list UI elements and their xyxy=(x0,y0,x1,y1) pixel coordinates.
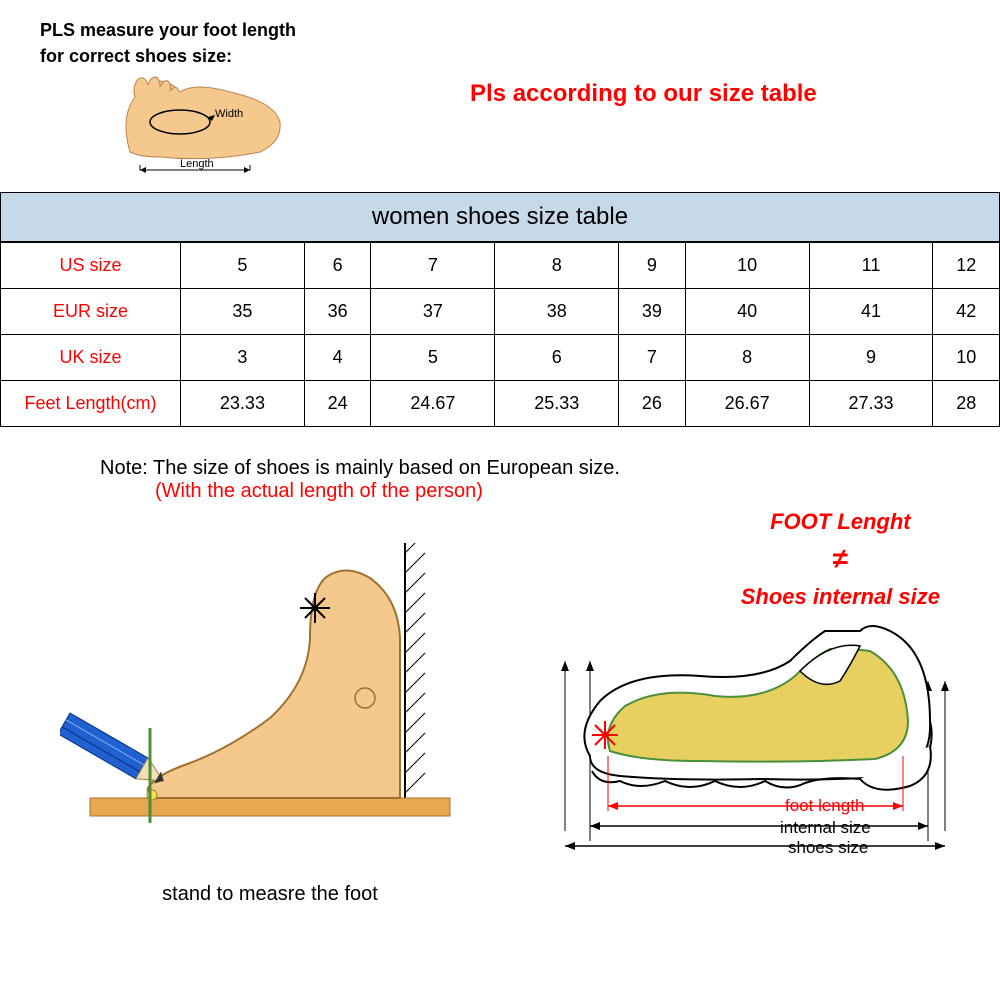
size-cell: 37 xyxy=(371,289,495,335)
table-title: women shoes size table xyxy=(0,192,1000,242)
size-cell: 26 xyxy=(619,381,686,427)
table-row: Feet Length(cm)23.332424.6725.332626.672… xyxy=(1,381,1000,427)
note-black: Note: The size of shoes is mainly based … xyxy=(100,457,620,479)
measure-text-1: PLS measure your foot length xyxy=(40,20,390,41)
length-label: Length xyxy=(180,158,214,170)
size-cell: 8 xyxy=(685,335,809,381)
size-cell: 6 xyxy=(495,335,619,381)
size-cell: 42 xyxy=(933,289,1000,335)
size-cell: 23.33 xyxy=(181,381,305,427)
size-cell: 10 xyxy=(933,335,1000,381)
foot-top-diagram: Width Length xyxy=(110,67,390,182)
row-label: US size xyxy=(1,243,181,289)
size-cell: 7 xyxy=(619,335,686,381)
foot-length-label: foot length xyxy=(785,796,864,815)
size-cell: 36 xyxy=(304,289,371,335)
neq-symbol: ≠ xyxy=(741,538,940,580)
size-cell: 5 xyxy=(181,243,305,289)
warning-text: Pls according to our size table xyxy=(470,80,817,108)
size-cell: 26.67 xyxy=(685,381,809,427)
table-row: EUR size3536373839404142 xyxy=(1,289,1000,335)
size-cell: 9 xyxy=(809,335,933,381)
shoes-size-label: shoes size xyxy=(788,838,868,857)
size-cell: 25.33 xyxy=(495,381,619,427)
measure-text-2: for correct shoes size: xyxy=(40,46,390,67)
shoe-diagram: foot length internal size shoes size xyxy=(530,581,970,906)
note-section: Note: The size of shoes is mainly based … xyxy=(0,427,1000,513)
stand-diagram: stand to measre the foot xyxy=(60,543,480,906)
stand-caption: stand to measre the foot xyxy=(60,883,480,906)
size-cell: 27.33 xyxy=(809,381,933,427)
size-cell: 41 xyxy=(809,289,933,335)
row-label: EUR size xyxy=(1,289,181,335)
size-cell: 35 xyxy=(181,289,305,335)
row-label: UK size xyxy=(1,335,181,381)
width-label: Width xyxy=(215,108,243,120)
internal-size-label: internal size xyxy=(780,818,871,837)
size-cell: 12 xyxy=(933,243,1000,289)
size-cell: 3 xyxy=(181,335,305,381)
size-cell: 5 xyxy=(371,335,495,381)
size-cell: 7 xyxy=(371,243,495,289)
size-cell: 9 xyxy=(619,243,686,289)
size-cell: 40 xyxy=(685,289,809,335)
size-cell: 10 xyxy=(685,243,809,289)
size-cell: 11 xyxy=(809,243,933,289)
measure-block: PLS measure your foot length for correct… xyxy=(40,20,390,182)
length-msg: FOOT Lenght ≠ Shoes internal size xyxy=(741,505,940,613)
size-cell: 8 xyxy=(495,243,619,289)
size-cell: 38 xyxy=(495,289,619,335)
size-cell: 28 xyxy=(933,381,1000,427)
size-cell: 24.67 xyxy=(371,381,495,427)
size-table: US size56789101112EUR size35363738394041… xyxy=(0,242,1000,427)
size-cell: 24 xyxy=(304,381,371,427)
note-red: (With the actual length of the person) xyxy=(100,480,980,503)
size-cell: 39 xyxy=(619,289,686,335)
size-cell: 4 xyxy=(304,335,371,381)
header-section: PLS measure your foot length for correct… xyxy=(0,0,1000,192)
row-label: Feet Length(cm) xyxy=(1,381,181,427)
table-row: US size56789101112 xyxy=(1,243,1000,289)
size-cell: 6 xyxy=(304,243,371,289)
size-table-wrap: women shoes size table US size5678910111… xyxy=(0,192,1000,427)
table-row: UK size345678910 xyxy=(1,335,1000,381)
shoes-internal-label: Shoes internal size xyxy=(741,580,940,613)
foot-lenght-label: FOOT Lenght xyxy=(741,505,940,538)
